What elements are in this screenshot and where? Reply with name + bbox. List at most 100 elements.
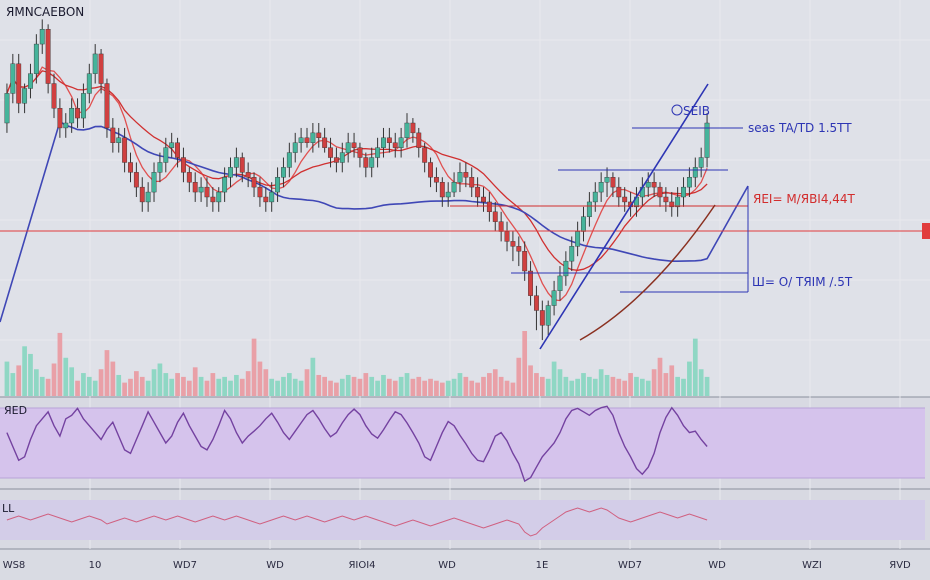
annotations: SEIB seas TA/TD 1.5TT ЯEI= M/ЯBI4,44T Ш=…: [0, 83, 930, 350]
volume-bar: [228, 380, 233, 396]
candle-body: [469, 177, 475, 188]
volume-bar: [357, 378, 363, 396]
candle-body: [257, 186, 263, 198]
candle-body: [451, 181, 457, 193]
volume-bar: [616, 378, 622, 396]
volume-bar: [645, 380, 651, 396]
volume-bar: [104, 350, 110, 396]
candle-body: [398, 137, 404, 148]
volume-bar: [634, 376, 639, 396]
candle-body: [622, 196, 628, 203]
candle-body: [63, 122, 69, 129]
candle-body: [704, 122, 710, 158]
candle-body: [410, 122, 416, 134]
candle-body: [457, 172, 463, 183]
candle-body: [610, 177, 616, 188]
volume-bar: [457, 373, 463, 396]
volume-bar: [69, 367, 75, 396]
volume-bar: [39, 376, 45, 396]
candle-body: [592, 191, 598, 203]
volume-bar: [45, 378, 51, 396]
candle-body: [233, 157, 239, 168]
tag-top: SEIB: [683, 104, 710, 118]
volume-bar: [557, 369, 563, 396]
candle-body: [498, 221, 504, 232]
volume-bar: [392, 380, 398, 396]
lower-band: [0, 500, 925, 540]
candle-body: [404, 122, 410, 139]
candle-body: [551, 290, 557, 306]
volume-bar: [98, 369, 104, 396]
volume-bar: [345, 374, 351, 396]
candle-body: [575, 231, 581, 247]
candle-body: [310, 132, 316, 143]
volume-bar: [339, 378, 345, 396]
volume-bar: [139, 376, 145, 396]
candle-body: [604, 177, 610, 183]
volume-bar: [604, 374, 610, 396]
candle-body: [504, 231, 510, 242]
x-axis-label: WD7: [173, 560, 197, 571]
candle-body: [339, 152, 345, 163]
volume-bar: [387, 378, 392, 396]
volume-bar: [463, 376, 469, 396]
candle-body: [39, 29, 45, 45]
volume-bar: [534, 373, 539, 396]
candle-body: [57, 107, 63, 129]
volume-bar: [351, 376, 357, 396]
x-axis-label: WS8: [3, 560, 26, 571]
volume-bar: [304, 369, 310, 396]
candle-body: [104, 83, 110, 129]
candle-body: [698, 157, 704, 168]
volume-bar: [181, 376, 186, 396]
volume-bar: [251, 338, 257, 396]
price-marker: [922, 223, 930, 239]
candle-body: [645, 181, 651, 188]
candle-body: [651, 181, 657, 188]
candle-body: [69, 107, 75, 124]
candle-body: [357, 147, 363, 158]
volume-bar: [316, 374, 322, 396]
candle-body: [363, 157, 369, 168]
volume-bar: [510, 382, 516, 396]
volume-bar: [134, 371, 139, 396]
candle-body: [463, 172, 469, 178]
volume-bar: [128, 378, 133, 396]
label-2: ЯEI= M/ЯBI4,44T: [753, 192, 856, 206]
x-axis-label: ЯIOI4: [348, 560, 375, 571]
volume-bar: [92, 380, 98, 396]
candle-body: [328, 147, 333, 158]
volume-bar: [63, 357, 69, 396]
circle-marker: [671, 104, 683, 116]
volume-bar: [310, 357, 316, 396]
candle-body: [516, 246, 522, 252]
candle-body: [292, 142, 298, 153]
x-axis-label: WD7: [618, 560, 642, 571]
candle-body: [392, 142, 398, 148]
candle-body: [269, 191, 275, 203]
volume-bar: [263, 369, 269, 396]
candle-body: [281, 167, 286, 178]
candle-body: [251, 177, 257, 188]
x-axis-label: WZI: [802, 560, 822, 571]
candle-body: [422, 147, 428, 163]
candle-body: [316, 132, 322, 139]
candle-body: [198, 186, 204, 193]
volume-bar: [381, 374, 386, 396]
candle-body: [381, 137, 386, 148]
volume-bar: [481, 376, 486, 396]
candle-body: [122, 137, 128, 163]
candle-body: [669, 201, 675, 208]
oscillator: [0, 405, 925, 483]
volume-bar: [592, 378, 598, 396]
volume-bar: [163, 373, 169, 396]
volume-bar: [398, 376, 404, 396]
candle-body: [686, 177, 692, 188]
volume-bar: [275, 380, 280, 396]
candle-body: [445, 191, 451, 198]
candle-body: [75, 107, 80, 119]
volume-bar: [145, 380, 151, 396]
x-axis-label: 1E: [536, 560, 549, 571]
